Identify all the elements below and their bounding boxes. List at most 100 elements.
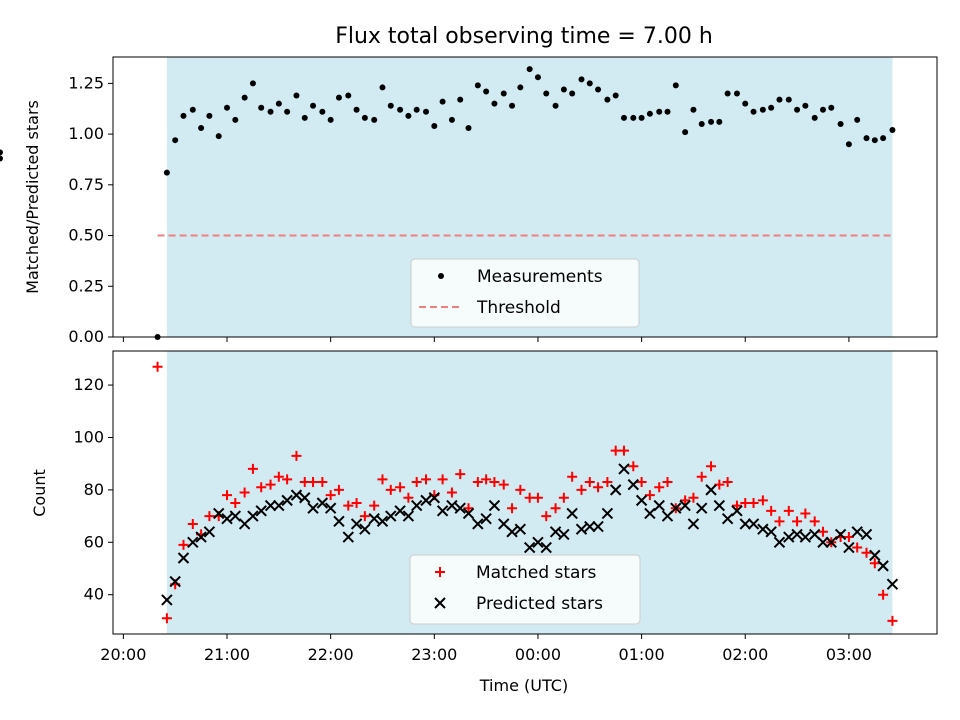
bottom-y-tick-label: 80: [84, 480, 104, 499]
measurement-point: [500, 90, 507, 97]
bottom-y-tick-label: 120: [73, 375, 104, 394]
predicted-star-point: [229, 510, 242, 522]
matched-star-point: [187, 518, 198, 529]
matched-star-point: [748, 497, 759, 508]
matched-star-point: [757, 495, 768, 506]
x-tick-label: 21:00: [204, 645, 250, 664]
matched-star-point: [446, 487, 457, 498]
predicted-star-point: [402, 510, 415, 522]
measurement-point: [552, 102, 559, 109]
measurement-point: [198, 125, 205, 132]
matched-star-point: [161, 613, 172, 624]
predicted-star-point: [713, 499, 726, 512]
predicted-star-point: [342, 531, 354, 543]
predicted-star-point: [480, 512, 492, 525]
bottom-panel: 40 60 80 100 120 20:00 21:00 22:00 23:00 00:00 01:…: [30, 351, 938, 695]
measurement-point: [483, 88, 490, 95]
matched-star-point: [472, 477, 483, 488]
predicted-star-point: [609, 484, 622, 496]
matched-star-point: [567, 471, 578, 482]
matched-star-point: [282, 474, 293, 485]
measurement-point: [310, 102, 317, 109]
measurement-point: [750, 108, 757, 115]
matched-star-point: [714, 479, 725, 490]
top-plot-frame: [112, 56, 938, 338]
predicted-star-point: [869, 549, 881, 562]
measurement-point: [543, 90, 550, 97]
x-axis-label: Time (UTC): [479, 676, 568, 695]
measurement-point: [206, 112, 213, 119]
predicted-star-point: [264, 499, 277, 512]
measurement-point: [664, 108, 671, 115]
predicted-star-point: [575, 523, 588, 535]
matched-star-point: [403, 492, 414, 503]
measurement-point: [854, 116, 861, 123]
measurement-point: [672, 82, 679, 89]
measurement-point: [387, 102, 394, 109]
matched-star-point: [507, 503, 518, 514]
measurement-point: [759, 106, 766, 113]
predicted-star-point: [558, 528, 570, 541]
measurement-point: [698, 120, 705, 127]
measurement-point: [863, 135, 870, 142]
matched-star-point: [618, 445, 629, 456]
x-tick-label: 01:00: [619, 645, 665, 664]
matched-star-point: [774, 516, 785, 527]
matched-star-point: [247, 463, 258, 474]
predicted-star-point: [195, 531, 207, 543]
predicted-star-point: [679, 499, 691, 512]
measurement-point: [785, 96, 792, 103]
predicted-star-point: [454, 502, 466, 514]
measurement-point: [586, 80, 593, 87]
x-tick-label: 23:00: [411, 645, 457, 664]
top-y-axis-label: Matched/Predicted stars: [23, 100, 42, 294]
measurement-point: [802, 102, 809, 109]
matched-star-point: [706, 461, 717, 472]
top-y-tick-label: 0.50: [68, 226, 104, 245]
predicted-star-point: [739, 518, 751, 530]
predicted-star-point: [213, 507, 225, 520]
predicted-star-point: [203, 526, 216, 538]
matched-star-point: [541, 511, 552, 522]
x-tick-label: 03:00: [826, 645, 872, 664]
measurement-point: [595, 86, 602, 93]
measurement-point: [794, 106, 801, 113]
measurement-point: [215, 133, 222, 140]
measurement-point: [828, 104, 835, 111]
top-legend-label: Measurements: [477, 267, 603, 287]
predicted-star-point: [514, 523, 527, 535]
matched-star-point: [654, 482, 665, 493]
measurement-point: [448, 116, 455, 123]
predicted-star-point: [532, 536, 544, 548]
matched-star-point: [273, 471, 284, 482]
matched-star-point: [550, 503, 561, 514]
predicted-star-point: [817, 536, 829, 548]
measurement-point: [889, 127, 896, 134]
measurement-point: [837, 120, 844, 127]
predicted-star-point: [221, 512, 233, 525]
predicted-star-point: [247, 510, 259, 522]
matched-star-point: [602, 477, 613, 488]
matched-star-point: [593, 482, 604, 493]
matched-star-point: [628, 461, 639, 472]
measurement-point: [371, 116, 378, 123]
measurement-point: [845, 141, 852, 148]
predicted-star-point: [783, 531, 795, 543]
measurement-point: [275, 100, 282, 107]
matched-star-point: [463, 503, 474, 514]
bottom-y-tick-label: 60: [84, 532, 104, 551]
matched-star-point: [817, 526, 828, 537]
predicted-star-point: [757, 523, 769, 535]
matched-star-point: [395, 482, 406, 493]
measurement-point: [301, 114, 308, 121]
measurement-point: [405, 112, 412, 119]
matched-star-point: [437, 474, 448, 485]
measurement-point: [509, 102, 516, 109]
matched-star-point: [515, 484, 526, 495]
predicted-star-point: [731, 505, 743, 517]
measurement-point: [578, 76, 585, 83]
predicted-star-point: [324, 502, 337, 514]
predicted-star-point: [488, 499, 501, 512]
measurement-point: [353, 106, 360, 113]
measurement-point: [620, 114, 627, 121]
